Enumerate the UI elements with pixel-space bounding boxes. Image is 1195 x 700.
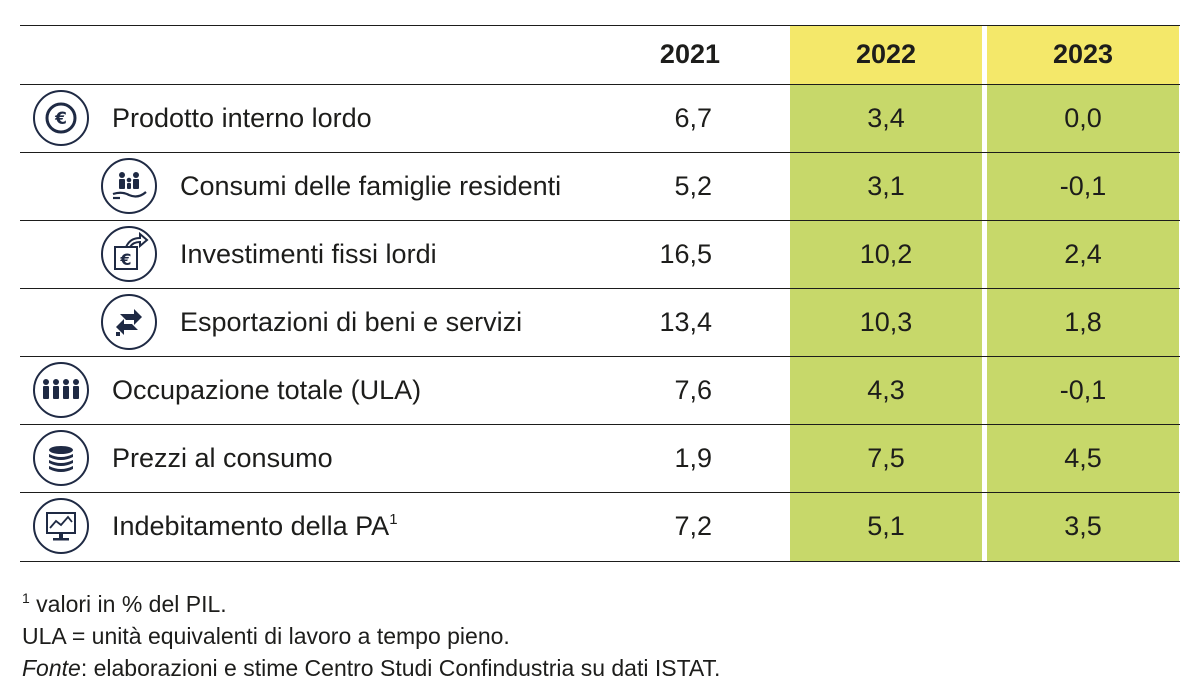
- row-divider: [20, 356, 1180, 357]
- row-label: Prezzi al consumo: [112, 443, 333, 473]
- value-2021: 5,2: [674, 171, 712, 201]
- note-ula: ULA = unità equivalenti di lavoro a temp…: [22, 623, 510, 649]
- value-2022: 5,1: [867, 511, 905, 541]
- table-row-esportazioni: Esportazioni di beni e servizi 13,4 10,3…: [20, 288, 1180, 356]
- row-divider: [20, 492, 1180, 493]
- monitor-chart-icon: [32, 497, 90, 555]
- euro-investment-icon: €: [100, 225, 158, 283]
- value-2023: 0,0: [1064, 103, 1102, 133]
- value-2022: 7,5: [867, 443, 905, 473]
- column-2023-highlight: [987, 25, 1179, 562]
- row-label: Indebitamento della PA1: [112, 511, 398, 541]
- value-2023: 1,8: [1064, 307, 1102, 337]
- header-2021: 2021: [659, 39, 720, 69]
- value-2023: 4,5: [1064, 443, 1102, 473]
- export-arrows-icon: [100, 293, 158, 351]
- footnote-text: valori in % del PIL.: [29, 591, 227, 617]
- footnote-ref: 1: [389, 511, 398, 528]
- svg-text:€: €: [119, 250, 131, 269]
- value-2021: 7,2: [674, 511, 712, 541]
- family-hand-icon: [100, 157, 158, 215]
- row-divider: [20, 288, 1180, 289]
- value-2022: 3,1: [867, 171, 905, 201]
- footnote-1: 1 valori in % del PIL.: [22, 588, 720, 620]
- row-divider: [20, 152, 1180, 153]
- table-row-pil: € Prodotto interno lordo 6,7 3,4 0,0: [20, 84, 1180, 152]
- source-text: : elaborazioni e stime Centro Studi Conf…: [80, 655, 721, 681]
- footnote-marker: 1: [22, 590, 30, 606]
- row-divider: [20, 220, 1180, 221]
- table-row-investimenti: € Investimenti fissi lordi 16,5 10,2 2,4: [20, 220, 1180, 288]
- euro-coin-icon: €: [32, 89, 90, 147]
- value-2021: 1,9: [674, 443, 712, 473]
- table-notes: 1 valori in % del PIL. ULA = unità equiv…: [22, 588, 720, 684]
- row-divider: [20, 424, 1180, 425]
- value-2023: 2,4: [1064, 239, 1102, 269]
- source-label: Fonte: [22, 655, 81, 681]
- value-2023: 3,5: [1064, 511, 1102, 541]
- row-label: Prodotto interno lordo: [112, 103, 372, 133]
- header-2022-highlight: [790, 25, 982, 84]
- value-2022: 4,3: [867, 375, 905, 405]
- table-top-rule: [20, 25, 1180, 26]
- header-rule: [20, 84, 1180, 85]
- row-label: Occupazione totale (ULA): [112, 375, 422, 405]
- forecast-table: 2021 2022 2023 € Prodotto interno lordo …: [20, 25, 1180, 562]
- value-2022: 10,3: [859, 307, 913, 337]
- header-2023-highlight: [987, 25, 1179, 84]
- row-label: Esportazioni di beni e servizi: [180, 307, 523, 337]
- row-label: Consumi delle famiglie residenti: [180, 171, 562, 201]
- value-2023: -0,1: [1059, 171, 1107, 201]
- note-source: Fonte: elaborazioni e stime Centro Studi…: [22, 652, 720, 684]
- table-row-prezzi: Prezzi al consumo 1,9 7,5 4,5: [20, 424, 1180, 492]
- table-bottom-rule: [20, 561, 1180, 562]
- value-2021: 13,4: [659, 307, 712, 337]
- header-2023: 2023: [1052, 39, 1114, 69]
- value-2021: 7,6: [674, 375, 712, 405]
- row-label: Investimenti fissi lordi: [180, 239, 437, 269]
- header-2022: 2022: [855, 39, 917, 69]
- table-row-consumi: Consumi delle famiglie residenti 5,2 3,1…: [20, 152, 1180, 220]
- table-row-indebitamento: Indebitamento della PA1 7,2 5,1 3,5: [20, 492, 1180, 560]
- value-2022: 10,2: [859, 239, 913, 269]
- table-row-occupazione: Occupazione totale (ULA) 7,6 4,3 -0,1: [20, 356, 1180, 424]
- body-2022-highlight: [790, 84, 982, 562]
- svg-text:€: €: [54, 109, 67, 129]
- coin-stack-icon: [32, 429, 90, 487]
- body-2023-highlight: [987, 84, 1179, 562]
- value-2022: 3,4: [867, 103, 905, 133]
- value-2023: -0,1: [1059, 375, 1107, 405]
- value-2021: 6,7: [674, 103, 712, 133]
- value-2021: 16,5: [659, 239, 712, 269]
- workers-group-icon: [32, 361, 90, 419]
- column-2022-highlight: [790, 25, 982, 562]
